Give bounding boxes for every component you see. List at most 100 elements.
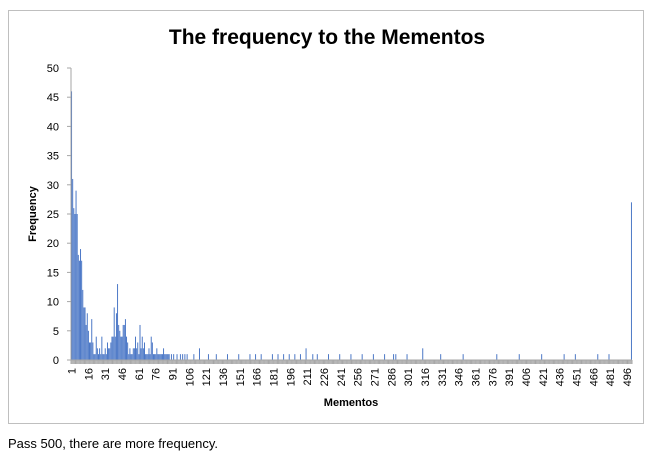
bar	[563, 354, 565, 360]
x-tick-label: 1	[67, 368, 79, 374]
bar	[163, 348, 165, 360]
bar	[127, 342, 129, 360]
x-tick-label: 286	[386, 368, 398, 386]
x-tick-label: 166	[252, 368, 264, 386]
bar	[110, 342, 112, 360]
x-tick-label: 271	[370, 368, 382, 386]
bar	[158, 354, 160, 360]
bar	[103, 354, 105, 360]
y-tick-labels: 0 5 10 15 20 25 30 35 40 45 50	[47, 63, 59, 367]
bar	[122, 324, 124, 360]
bar	[95, 336, 97, 360]
chart-title: The frequency to the Mementos	[169, 26, 485, 49]
bar	[73, 208, 75, 360]
x-tick-label: 106	[184, 368, 196, 386]
bar	[249, 354, 251, 360]
bar	[91, 319, 93, 360]
bar	[440, 354, 442, 360]
bar	[104, 348, 106, 360]
bar	[83, 307, 85, 360]
x-tick-label: 31	[100, 368, 112, 380]
footnote: Pass 500, there are more frequency.	[8, 436, 219, 451]
x-tick-label: 226	[319, 368, 331, 386]
x-tick-label: 466	[588, 368, 600, 386]
y-tick-label: 25	[47, 209, 59, 221]
x-tick-label: 46	[117, 368, 129, 380]
bar	[154, 354, 156, 360]
bar	[339, 354, 341, 360]
bar	[100, 354, 102, 360]
bar	[139, 324, 141, 360]
bar	[121, 336, 123, 360]
bar	[207, 354, 209, 360]
bar	[94, 354, 96, 360]
bar	[299, 354, 301, 360]
bar	[184, 354, 186, 360]
bar	[112, 336, 114, 360]
bar	[84, 307, 86, 360]
bar	[146, 354, 148, 360]
bar	[170, 354, 172, 360]
bar	[93, 354, 95, 360]
bar	[129, 348, 131, 360]
bar	[71, 91, 73, 361]
y-tick-label: 0	[53, 355, 59, 367]
bar	[75, 190, 77, 360]
bar	[182, 354, 184, 360]
bar	[120, 336, 122, 360]
bar	[128, 354, 130, 360]
bar	[462, 354, 464, 360]
x-tick-label: 346	[454, 368, 466, 386]
x-tick-label: 391	[504, 368, 516, 386]
x-tick-label: 376	[487, 368, 499, 386]
axes	[67, 67, 633, 364]
bar	[87, 330, 89, 360]
x-tick-labels: 1 16 31 46 61 76 91 106 121 136 151 166 181 196 211 226…	[67, 368, 634, 386]
y-tick-label: 5	[53, 326, 59, 338]
bar	[193, 354, 195, 360]
bar	[140, 348, 142, 360]
bar	[109, 348, 111, 360]
bar	[90, 342, 92, 360]
bar	[133, 348, 135, 360]
x-tick-label: 436	[555, 368, 567, 386]
bar	[138, 354, 140, 360]
x-tick-label: 406	[521, 368, 533, 386]
y-tick-label: 35	[47, 151, 59, 163]
bar	[173, 354, 175, 360]
bar	[406, 354, 408, 360]
bar	[395, 354, 397, 360]
x-tick-label: 316	[420, 368, 432, 386]
bar	[86, 313, 88, 360]
bar	[160, 354, 162, 360]
bar	[142, 348, 144, 360]
bar	[167, 354, 169, 360]
bar	[393, 354, 395, 360]
y-tick-label: 20	[47, 238, 59, 250]
x-tick-label: 196	[285, 368, 297, 386]
y-tick-label: 15	[47, 267, 59, 279]
bar	[156, 348, 158, 360]
x-tick-label: 331	[437, 368, 449, 386]
bar	[101, 336, 103, 360]
bar	[288, 354, 290, 360]
bar	[496, 354, 498, 360]
bar	[168, 354, 170, 360]
y-axis-title: Frequency	[27, 185, 39, 242]
bar	[198, 348, 200, 360]
x-tick-label: 121	[201, 368, 213, 386]
bar	[283, 354, 285, 360]
bar	[76, 214, 78, 360]
bar	[361, 354, 363, 360]
bar	[72, 178, 74, 360]
y-tick-label: 40	[47, 121, 59, 133]
bar	[141, 336, 143, 360]
x-tick-label: 16	[83, 368, 95, 380]
bar	[82, 289, 84, 360]
bar	[305, 348, 307, 360]
bar	[316, 354, 318, 360]
bar	[114, 336, 116, 360]
x-tick-label: 421	[538, 368, 550, 386]
bar	[215, 354, 217, 360]
bar	[136, 348, 138, 360]
